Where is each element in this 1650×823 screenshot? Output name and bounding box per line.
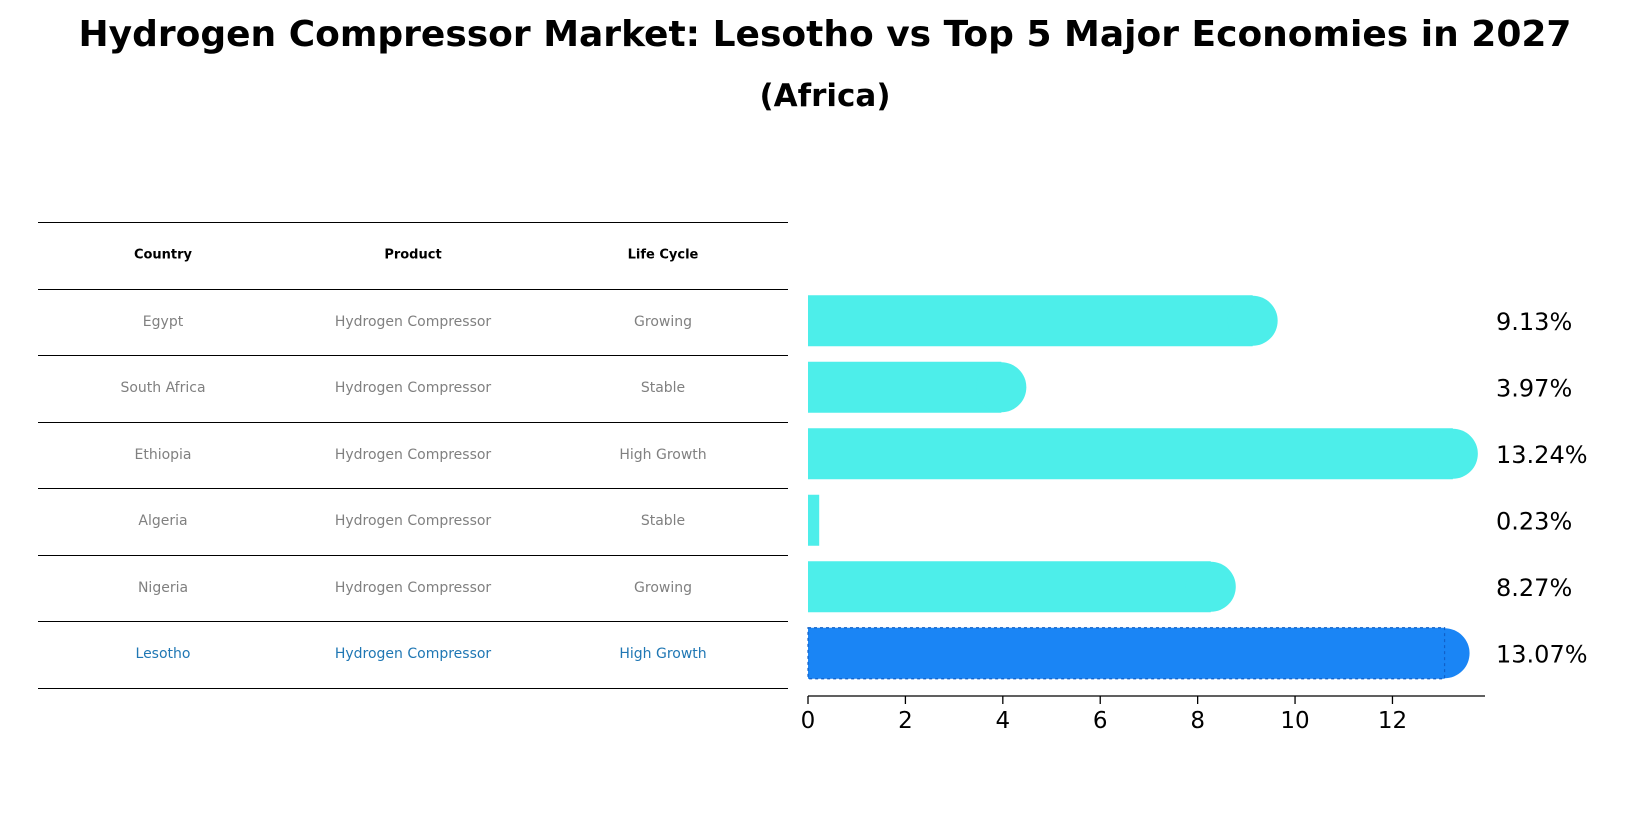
- table-cell-country: South Africa: [120, 380, 206, 397]
- bar-nigeria: [808, 561, 1236, 613]
- table-cell-product: Hydrogen Compressor: [334, 446, 492, 463]
- header-product: Product: [384, 247, 442, 263]
- table-cell-product: Hydrogen Compressor: [334, 380, 492, 397]
- table-rule: [38, 554, 788, 556]
- bar-algeria: [808, 494, 820, 546]
- table-cell-country: Ethiopia: [134, 446, 192, 463]
- bar-south-africa: [808, 361, 1027, 413]
- table-cell-life-cycle: Growing: [634, 313, 692, 330]
- table-rule: [38, 222, 788, 223]
- bar-egypt: [808, 295, 1278, 347]
- table-rule: [38, 288, 788, 290]
- data-label: 8.27%: [1496, 574, 1572, 602]
- x-tick-label: 10: [1280, 708, 1309, 734]
- data-label: 0.23%: [1496, 507, 1572, 535]
- table-cell-life-cycle: High Growth: [619, 646, 707, 663]
- x-tick-label: 0: [801, 708, 816, 734]
- table-cell-country: Egypt: [142, 313, 184, 330]
- table-cell-product: Hydrogen Compressor: [334, 513, 492, 530]
- table-cell-product: Hydrogen Compressor: [334, 646, 492, 663]
- header-life-cycle: Life Cycle: [627, 247, 699, 263]
- x-tick-label: 6: [1093, 708, 1108, 734]
- table-cell-life-cycle: Stable: [640, 380, 686, 397]
- table-cell-product: Hydrogen Compressor: [334, 313, 492, 330]
- bar-lesotho: [807, 627, 1470, 680]
- data-label: 13.07%: [1496, 640, 1588, 668]
- table-cell-country: Nigeria: [137, 579, 189, 596]
- table-rule: [38, 355, 788, 356]
- x-tick-label: 8: [1190, 708, 1205, 734]
- data-label: 3.97%: [1496, 374, 1572, 402]
- header-country: Country: [133, 247, 193, 263]
- x-tick-label: 12: [1378, 708, 1407, 734]
- table-rule: [38, 488, 788, 489]
- data-label: 13.24%: [1496, 441, 1588, 469]
- table-rule: [38, 621, 788, 622]
- table-rule: [38, 421, 788, 423]
- x-tick-label: 4: [995, 708, 1010, 734]
- table-cell-life-cycle: High Growth: [619, 446, 707, 463]
- bar-ethiopia: [808, 428, 1478, 480]
- chart-subtitle: (Africa): [759, 78, 891, 114]
- table-cell-country: Algeria: [138, 513, 188, 530]
- table-cell-product: Hydrogen Compressor: [334, 579, 492, 596]
- table-rule: [38, 687, 788, 689]
- data-label: 9.13%: [1496, 308, 1572, 336]
- x-tick-label: 2: [898, 708, 913, 734]
- chart-title: Hydrogen Compressor Market: Lesotho vs T…: [78, 14, 1572, 55]
- table-cell-country: Lesotho: [135, 646, 191, 663]
- table-cell-life-cycle: Stable: [640, 513, 686, 530]
- table-cell-life-cycle: Growing: [634, 579, 692, 596]
